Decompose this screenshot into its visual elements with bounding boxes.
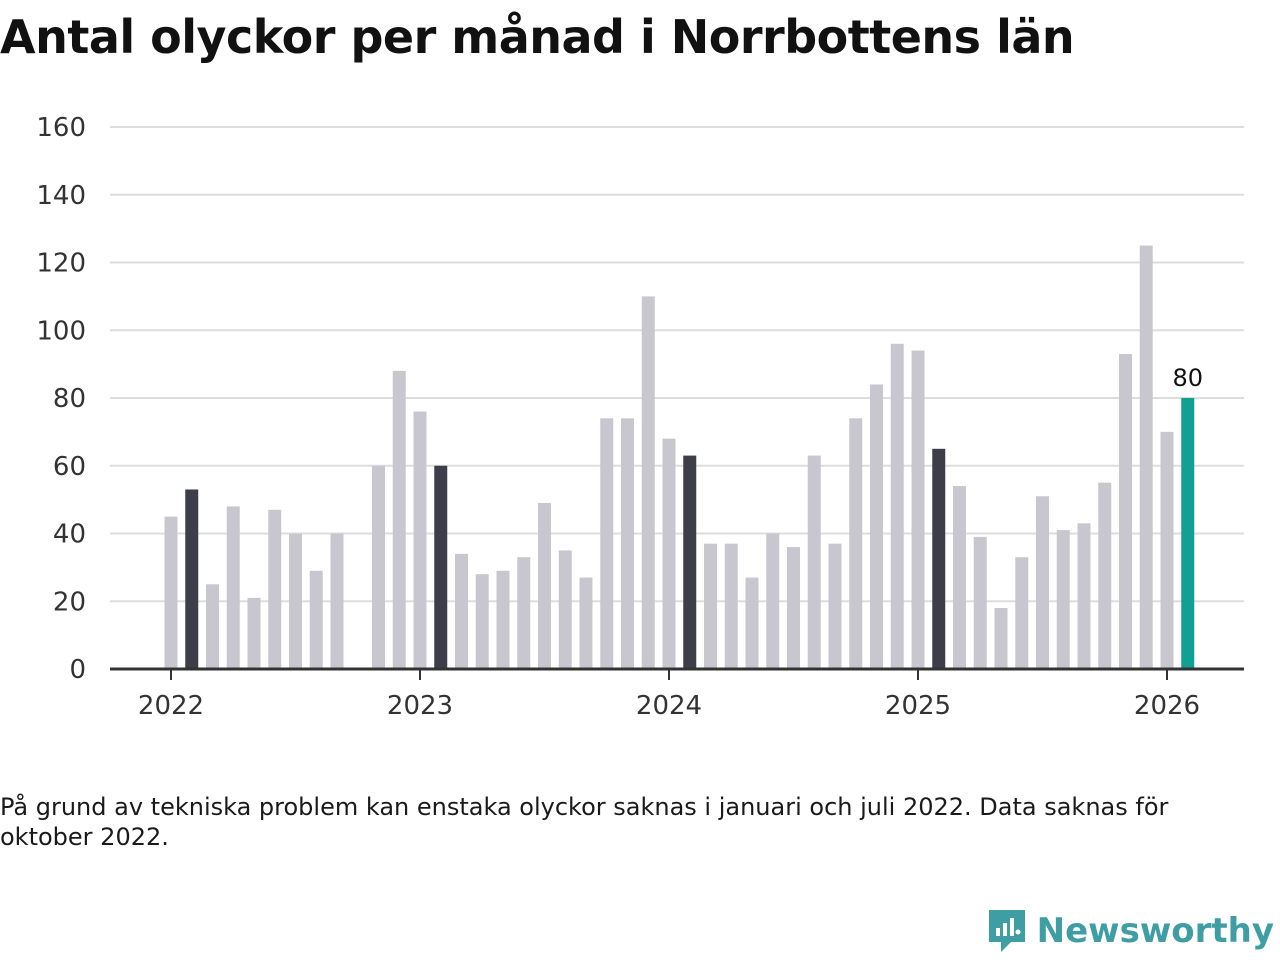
x-tick-label: 2023: [387, 691, 453, 721]
data-labels: 80: [1172, 364, 1203, 392]
newsworthy-logo-icon: [988, 910, 1025, 952]
bar-2024-02[interactable]: [683, 455, 697, 669]
bar-2022-07[interactable]: [289, 533, 302, 670]
bar-2025-09[interactable]: [1077, 523, 1091, 669]
bar-2024-05[interactable]: [745, 577, 759, 669]
bar-2023-11[interactable]: [621, 418, 634, 669]
bar-2024-07[interactable]: [787, 547, 800, 669]
bar-2025-08[interactable]: [1056, 530, 1070, 669]
bar-2023-06[interactable]: [517, 557, 531, 669]
bar-2022-12[interactable]: [392, 370, 406, 669]
y-tick-label: 20: [53, 587, 86, 617]
bar-2022-08[interactable]: [309, 570, 323, 669]
bar-2025-03[interactable]: [953, 486, 966, 669]
bar-2024-04[interactable]: [724, 543, 738, 669]
y-tick-label: 160: [36, 113, 86, 143]
y-tick-label: 0: [69, 655, 86, 685]
y-tick-label: 60: [53, 452, 86, 482]
brand[interactable]: Newsworthy: [987, 908, 1274, 954]
x-tick-label: 2022: [138, 691, 204, 721]
x-axis-ticks: 2022 2023 2024 2025 2026: [138, 669, 1200, 721]
bar-2023-05[interactable]: [496, 570, 510, 669]
footnote: På grund av tekniska problem kan enstaka…: [0, 793, 1169, 851]
bar-2025-10[interactable]: [1098, 482, 1112, 669]
bar-2022-06[interactable]: [268, 509, 282, 669]
bars: [164, 245, 1195, 670]
bar-2022-04[interactable]: [226, 506, 240, 669]
bar-2023-09[interactable]: [579, 577, 593, 669]
bar-2023-04[interactable]: [475, 574, 489, 669]
y-axis-ticks: 0 20 40 60 80 100 120 140 160: [36, 113, 86, 685]
y-tick-label: 40: [53, 520, 86, 550]
bar-2023-10[interactable]: [600, 418, 614, 669]
x-tick-label: 2026: [1134, 691, 1200, 721]
bar-2024-01[interactable]: [662, 438, 676, 669]
bar-2023-12[interactable]: [641, 296, 655, 670]
y-tick-label: 80: [53, 384, 86, 414]
y-tick-label: 100: [36, 316, 86, 346]
bar-2023-03[interactable]: [455, 553, 468, 669]
bar-2025-04[interactable]: [973, 536, 987, 669]
bar-2023-08[interactable]: [558, 550, 572, 669]
bar-2025-11[interactable]: [1119, 353, 1132, 669]
bar-2024-12[interactable]: [890, 343, 904, 669]
bar-2022-09[interactable]: [330, 533, 344, 670]
bar-2025-02[interactable]: [932, 448, 946, 669]
bar-2023-02[interactable]: [434, 465, 448, 669]
bar-2025-07[interactable]: [1036, 496, 1049, 669]
bar-2026-01[interactable]: [1160, 431, 1174, 670]
bar-2022-11[interactable]: [372, 465, 385, 669]
x-tick-label: 2024: [636, 691, 702, 721]
bar-2025-01[interactable]: [911, 350, 925, 669]
bar-2022-05[interactable]: [247, 597, 261, 669]
y-tick-label: 120: [36, 249, 86, 279]
chart-title: Antal olyckor per månad i Norrbottens lä…: [0, 10, 1075, 64]
data-label-current: 80: [1172, 364, 1203, 392]
bar-2022-03[interactable]: [206, 584, 219, 669]
x-tick-label: 2025: [885, 691, 951, 721]
bar-2025-12[interactable]: [1139, 245, 1153, 669]
bar-2024-09[interactable]: [828, 543, 842, 669]
bar-2025-05[interactable]: [994, 608, 1008, 669]
bar-2022-01[interactable]: [164, 516, 178, 669]
bar-2024-08[interactable]: [807, 455, 821, 669]
bar-2024-11[interactable]: [870, 384, 883, 669]
bar-2024-10[interactable]: [849, 418, 863, 669]
bar-2023-01[interactable]: [413, 411, 427, 669]
bar-2022-02[interactable]: [185, 489, 199, 669]
y-tick-label: 140: [36, 181, 86, 211]
bar-2023-07[interactable]: [538, 503, 551, 669]
bar-2024-06[interactable]: [766, 533, 780, 670]
bar-2024-03[interactable]: [704, 543, 717, 669]
brand-name: Newsworthy: [1036, 911, 1274, 951]
bar-2025-06[interactable]: [1015, 557, 1029, 669]
bar-2026-02[interactable]: [1181, 398, 1195, 669]
